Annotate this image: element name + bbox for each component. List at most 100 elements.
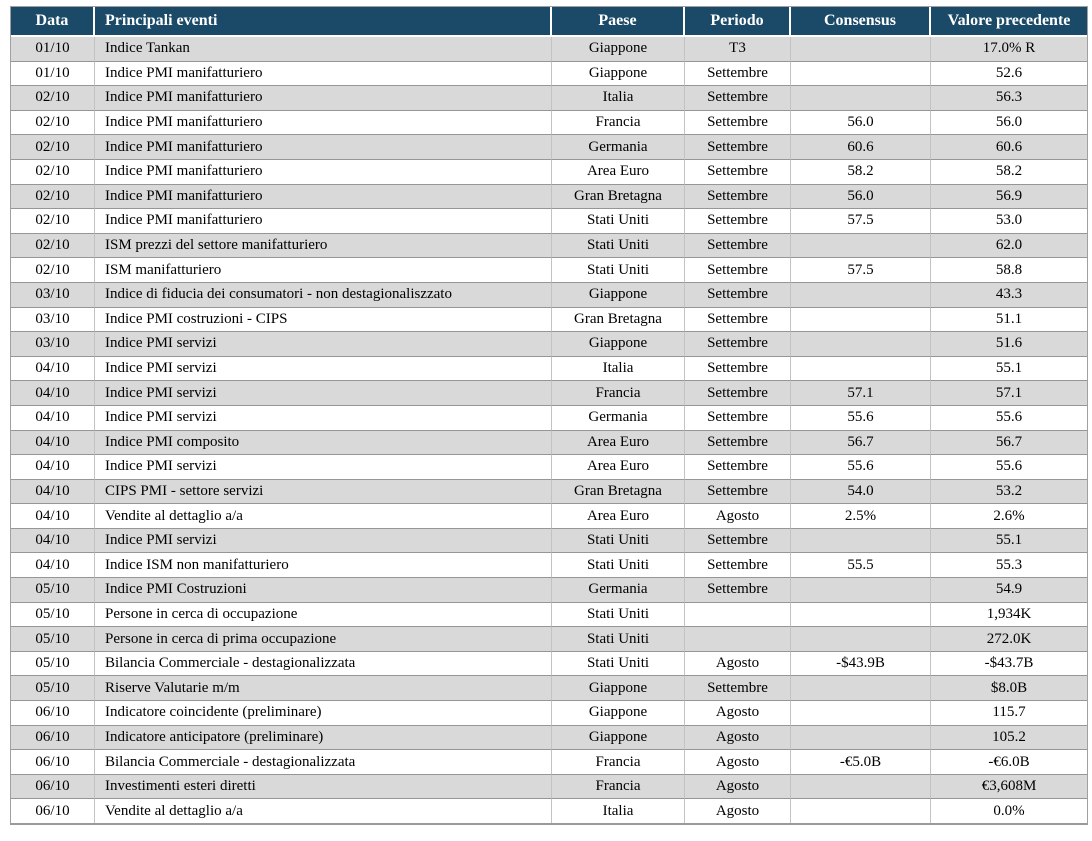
cell-data: 04/10 — [11, 479, 95, 505]
cell-data: 02/10 — [11, 209, 95, 234]
cell-evento: Indice PMI manifatturiero — [95, 86, 552, 111]
cell-evento: Indice PMI servizi — [95, 528, 552, 554]
cell-valore: 115.7 — [931, 701, 1087, 726]
table-row: 02/10 Indice PMI manifatturiero Stati Unit… — [11, 209, 1087, 234]
table-row: 01/10 Indice PMI manifatturiero Giappone Se… — [11, 61, 1087, 87]
cell-data: 04/10 — [11, 455, 95, 480]
cell-data: 04/10 — [11, 504, 95, 529]
cell-periodo: Settembre — [685, 553, 791, 579]
cell-data: 02/10 — [11, 110, 95, 136]
cell-consensus — [791, 799, 931, 823]
table-row: 02/10 Indice PMI manifatturiero Francia Set… — [11, 110, 1087, 136]
cell-valore: 57.1 — [931, 381, 1087, 406]
cell-valore: 53.2 — [931, 479, 1087, 505]
cell-evento: Indice PMI servizi — [95, 356, 552, 382]
cell-data: 04/10 — [11, 356, 95, 382]
cell-periodo: Agosto — [685, 750, 791, 775]
column-header-consensus: Consensus — [791, 7, 931, 37]
cell-periodo: Agosto — [685, 799, 791, 823]
cell-evento: Indice ISM non manifatturiero — [95, 553, 552, 579]
cell-data: 06/10 — [11, 774, 95, 800]
cell-data: 04/10 — [11, 430, 95, 456]
cell-evento: Bilancia Commerciale - destagionalizzata — [95, 750, 552, 775]
cell-consensus — [791, 233, 931, 259]
cell-valore: 55.6 — [931, 405, 1087, 431]
cell-paese: Stati Uniti — [552, 553, 685, 579]
cell-periodo: T3 — [685, 37, 791, 62]
cell-paese: Stati Uniti — [552, 209, 685, 234]
cell-valore: 56.7 — [931, 430, 1087, 456]
cell-periodo: Settembre — [685, 233, 791, 259]
cell-data: 04/10 — [11, 405, 95, 431]
cell-valore: 55.1 — [931, 528, 1087, 554]
cell-valore: 51.6 — [931, 332, 1087, 357]
column-header-evento: Principali eventi — [95, 7, 552, 37]
cell-valore: 272.0K — [931, 627, 1087, 652]
cell-consensus — [791, 602, 931, 628]
cell-paese: Francia — [552, 110, 685, 136]
table-row: 02/10 Indice PMI manifatturiero Area Euro S… — [11, 159, 1087, 185]
cell-evento: Persone in cerca di occupazione — [95, 602, 552, 628]
cell-data: 02/10 — [11, 86, 95, 111]
cell-paese: Italia — [552, 86, 685, 111]
cell-consensus: -€5.0B — [791, 750, 931, 775]
table-row: 04/10 Indice PMI servizi Italia Settembre 55… — [11, 356, 1087, 382]
cell-consensus — [791, 676, 931, 702]
cell-periodo: Settembre — [685, 282, 791, 308]
cell-consensus: 55.5 — [791, 553, 931, 579]
cell-consensus: 57.1 — [791, 381, 931, 406]
cell-valore: $8.0B — [931, 676, 1087, 702]
cell-consensus — [791, 37, 931, 62]
cell-valore: 51.1 — [931, 307, 1087, 333]
cell-consensus — [791, 725, 931, 751]
cell-paese: Gran Bretagna — [552, 184, 685, 210]
cell-evento: Indice PMI servizi — [95, 381, 552, 406]
cell-data: 04/10 — [11, 381, 95, 406]
cell-paese: Germania — [552, 578, 685, 603]
cell-evento: Indice PMI composito — [95, 430, 552, 456]
cell-paese: Francia — [552, 750, 685, 775]
cell-consensus — [791, 86, 931, 111]
event-table-body: 01/10 Indice Tankan Giappone T3 17.0% R 01/10… — [11, 37, 1087, 823]
cell-paese: Giappone — [552, 725, 685, 751]
cell-periodo: Settembre — [685, 455, 791, 480]
cell-consensus — [791, 774, 931, 800]
table-row: 05/10 Indice PMI Costruzioni Germania Sette… — [11, 578, 1087, 603]
cell-paese: Stati Uniti — [552, 528, 685, 554]
cell-consensus: 56.0 — [791, 110, 931, 136]
cell-periodo: Settembre — [685, 332, 791, 357]
cell-evento: Bilancia Commerciale - destagionalizzata — [95, 651, 552, 677]
cell-valore: 43.3 — [931, 282, 1087, 308]
cell-data: 06/10 — [11, 799, 95, 823]
cell-consensus: 56.7 — [791, 430, 931, 456]
cell-valore: 56.9 — [931, 184, 1087, 210]
cell-paese: Giappone — [552, 701, 685, 726]
cell-paese: Gran Bretagna — [552, 307, 685, 333]
cell-consensus — [791, 356, 931, 382]
cell-consensus: 2.5% — [791, 504, 931, 529]
cell-valore: 0.0% — [931, 799, 1087, 823]
cell-periodo: Agosto — [685, 651, 791, 677]
cell-data: 02/10 — [11, 233, 95, 259]
table-row: 04/10 Vendite al dettaglio a/a Area Euro Ag… — [11, 504, 1087, 529]
cell-data: 02/10 — [11, 159, 95, 185]
cell-periodo: Settembre — [685, 135, 791, 160]
cell-evento: Indice PMI manifatturiero — [95, 110, 552, 136]
cell-periodo: Settembre — [685, 307, 791, 333]
cell-valore: 58.8 — [931, 258, 1087, 283]
cell-paese: Area Euro — [552, 455, 685, 480]
cell-evento: Indicatore coincidente (preliminare) — [95, 701, 552, 726]
cell-evento: Persone in cerca di prima occupazione — [95, 627, 552, 652]
cell-paese: Stati Uniti — [552, 233, 685, 259]
cell-paese: Italia — [552, 356, 685, 382]
cell-data: 06/10 — [11, 725, 95, 751]
cell-evento: Indice PMI servizi — [95, 455, 552, 480]
cell-periodo: Settembre — [685, 61, 791, 87]
cell-periodo — [685, 627, 791, 652]
cell-consensus: 56.0 — [791, 184, 931, 210]
cell-data: 05/10 — [11, 676, 95, 702]
cell-consensus — [791, 627, 931, 652]
header-row: Data Principali eventi Paese Periodo Consens… — [11, 7, 1087, 37]
cell-evento: CIPS PMI - settore servizi — [95, 479, 552, 505]
table-row: 02/10 ISM manifatturiero Stati Uniti Settem… — [11, 258, 1087, 283]
